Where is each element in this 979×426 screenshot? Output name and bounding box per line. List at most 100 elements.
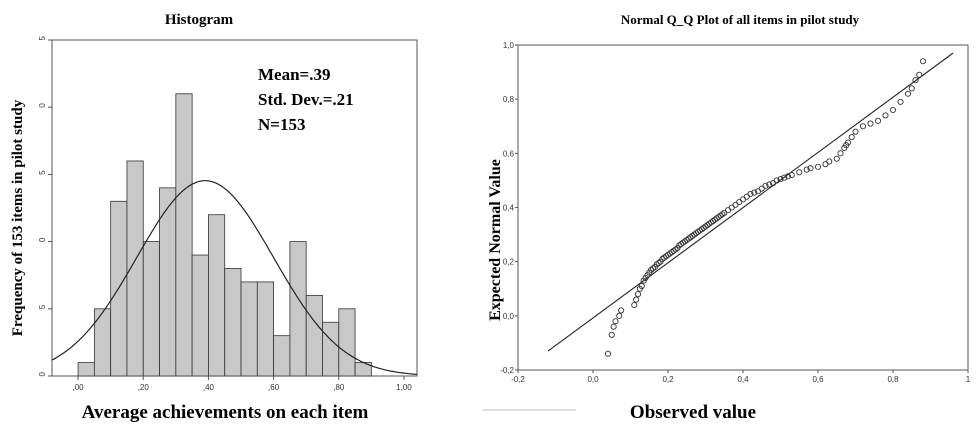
histogram-bars xyxy=(77,93,372,377)
qq-point xyxy=(762,182,769,189)
qq-y-tick-label: 0,2 xyxy=(503,258,515,267)
qq-point xyxy=(904,90,912,97)
qq-point xyxy=(604,350,612,357)
qq-y-ticks: -0,2 0,0 0,2 0,4 0,6 0,8 1,0 xyxy=(500,41,518,375)
qq-point xyxy=(634,291,642,298)
qq-x-tick-label: 0,6 xyxy=(812,375,824,384)
qq-point xyxy=(612,318,619,325)
qq-point xyxy=(788,171,795,179)
qq-point xyxy=(633,296,640,303)
histogram-bar xyxy=(142,241,160,377)
histogram-bar xyxy=(240,281,258,377)
histogram-bar xyxy=(224,268,242,377)
histogram-x-tick-label: 1,00 xyxy=(396,383,412,392)
histogram-y-tick-label: 5 xyxy=(38,304,47,309)
qq-x-tick-label: 0,0 xyxy=(587,375,599,384)
histogram-bar xyxy=(93,308,112,377)
histogram-bar xyxy=(256,281,275,377)
qq-point xyxy=(814,163,822,170)
qq-point xyxy=(919,58,927,65)
histogram-bar xyxy=(289,241,307,377)
qq-y-tick-label: -0,2 xyxy=(500,366,514,375)
qq-point xyxy=(610,323,617,330)
qq-plot-chart: Normal Q_Q Plot of all items in pilot st… xyxy=(483,12,971,423)
qq-point xyxy=(773,177,780,184)
histogram-x-tick-label: ,80 xyxy=(333,383,345,392)
qq-point xyxy=(616,312,623,319)
qq-point xyxy=(833,155,840,162)
histogram-y-label: Frequency of 153 items in pilot study xyxy=(10,99,26,336)
histogram-bar xyxy=(191,254,209,377)
histogram-bar xyxy=(273,335,291,377)
qq-point xyxy=(852,128,859,135)
qq-point xyxy=(751,189,758,196)
n-annotation: N=153 xyxy=(258,115,305,134)
qq-point xyxy=(867,120,874,127)
qq-points xyxy=(604,58,927,357)
histogram-y-tick-label: 0 xyxy=(38,237,47,242)
histogram-x-tick-label: ,40 xyxy=(203,383,215,392)
qq-point xyxy=(655,259,662,267)
qq-y-tick-label: 1,0 xyxy=(503,41,515,50)
qq-point xyxy=(889,106,897,114)
qq-point xyxy=(796,169,803,176)
qq-point xyxy=(908,85,915,92)
qq-y-label: Expected Normal Value xyxy=(487,159,504,321)
qq-y-tick-label: 0,4 xyxy=(503,204,515,213)
qq-y-tick-label: 0,0 xyxy=(503,312,515,321)
qq-point xyxy=(882,112,889,119)
histogram-bar xyxy=(77,362,95,377)
histogram-x-label: Average achievements on each item xyxy=(82,402,369,423)
qq-point xyxy=(608,331,615,338)
reference-line xyxy=(547,52,954,352)
qq-point xyxy=(912,77,919,84)
histogram-bar xyxy=(322,321,340,377)
qq-x-tick-label: -0,2 xyxy=(511,375,525,384)
qq-x-tick-label: 0,4 xyxy=(737,375,749,384)
qq-point xyxy=(848,134,855,141)
histogram-chart: Histogram 0 5 0 5 0 5 ,00 ,20 ,40 ,60 ,80 1,00 Mea… xyxy=(10,12,418,423)
histogram-bar xyxy=(338,308,356,377)
qq-point xyxy=(897,98,904,105)
std-annotation: Std. Dev.=.21 xyxy=(258,90,354,109)
normal-curve xyxy=(51,180,418,375)
qq-point xyxy=(916,71,923,78)
histogram-y-tick-label: 0 xyxy=(38,371,47,376)
qq-point xyxy=(781,174,788,181)
qq-point xyxy=(859,123,867,130)
qq-title: Normal Q_Q Plot of all items in pilot st… xyxy=(621,12,860,27)
histogram-y-tick-label: 5 xyxy=(38,35,47,40)
qq-point xyxy=(766,181,773,188)
qq-point xyxy=(837,150,844,157)
histogram-bar xyxy=(208,214,226,377)
qq-point xyxy=(874,117,882,124)
histogram-bar xyxy=(305,294,323,377)
histogram-x-tick-label: ,20 xyxy=(138,383,150,392)
qq-point xyxy=(784,173,792,180)
qq-y-tick-label: 0,6 xyxy=(503,149,515,158)
histogram-x-tick-label: ,00 xyxy=(73,383,85,392)
qq-point xyxy=(631,301,638,309)
mean-annotation: Mean=.39 xyxy=(258,65,330,84)
histogram-x-ticks: ,00 ,20 ,40 ,60 ,80 1,00 xyxy=(73,376,412,392)
qq-point xyxy=(638,282,645,290)
qq-point xyxy=(826,158,833,165)
qq-point xyxy=(747,190,754,198)
qq-point xyxy=(672,246,679,253)
qq-point xyxy=(807,165,814,172)
qq-point xyxy=(719,211,726,218)
qq-x-ticks: -0,2 0,0 0,2 0,4 0,6 0,8 1 xyxy=(511,370,971,384)
qq-point xyxy=(803,166,810,173)
histogram-bar xyxy=(126,160,144,377)
histogram-y-tick-label: 5 xyxy=(38,170,47,175)
qq-point xyxy=(649,265,657,272)
qq-point xyxy=(777,176,784,183)
qq-y-tick-label: 0,8 xyxy=(503,95,515,104)
histogram-y-tick-label: 0 xyxy=(38,103,47,108)
qq-x-tick-label: 0,2 xyxy=(662,375,674,384)
qq-x-tick-label: 1 xyxy=(966,375,971,384)
qq-x-label: Observed value xyxy=(630,402,756,423)
qq-point xyxy=(618,307,625,314)
histogram-bar xyxy=(175,93,193,377)
